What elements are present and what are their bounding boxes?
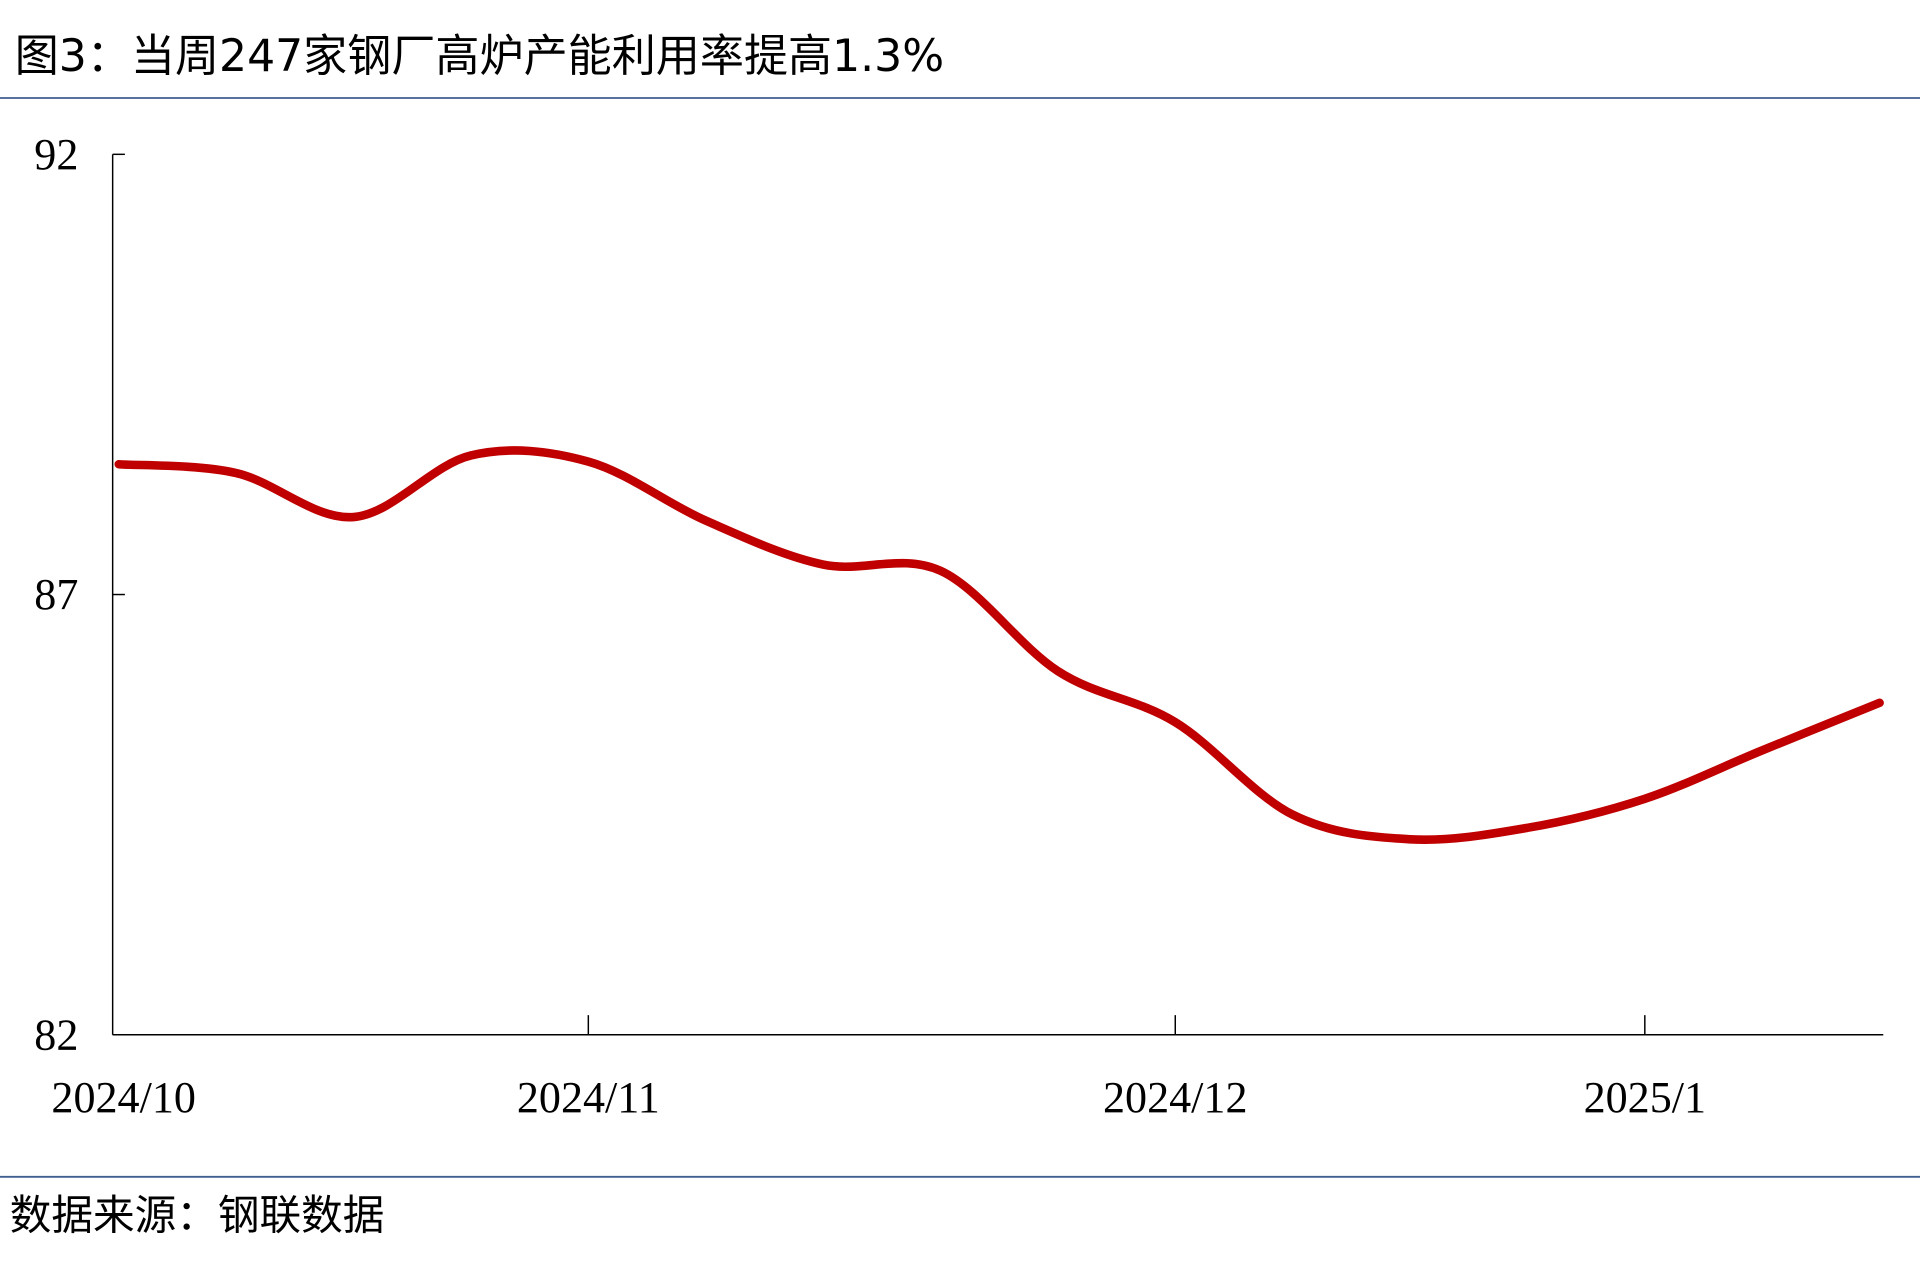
x-tick-label: 2024/12 <box>1103 1073 1247 1122</box>
y-tick-label: 87 <box>34 570 78 619</box>
y-tick-label: 82 <box>34 1010 78 1059</box>
data-line <box>114 446 1884 844</box>
x-tick-label: 2025/1 <box>1584 1073 1706 1122</box>
chart-title: 图3：当周247家钢厂高炉产能利用率提高1.3% <box>15 31 944 82</box>
source-note: 数据来源：钢联数据 <box>10 1190 385 1239</box>
y-tick-label: 92 <box>34 130 78 179</box>
x-tick-label: 2024/10 <box>51 1073 195 1122</box>
x-tick-label: 2024/11 <box>517 1073 660 1122</box>
